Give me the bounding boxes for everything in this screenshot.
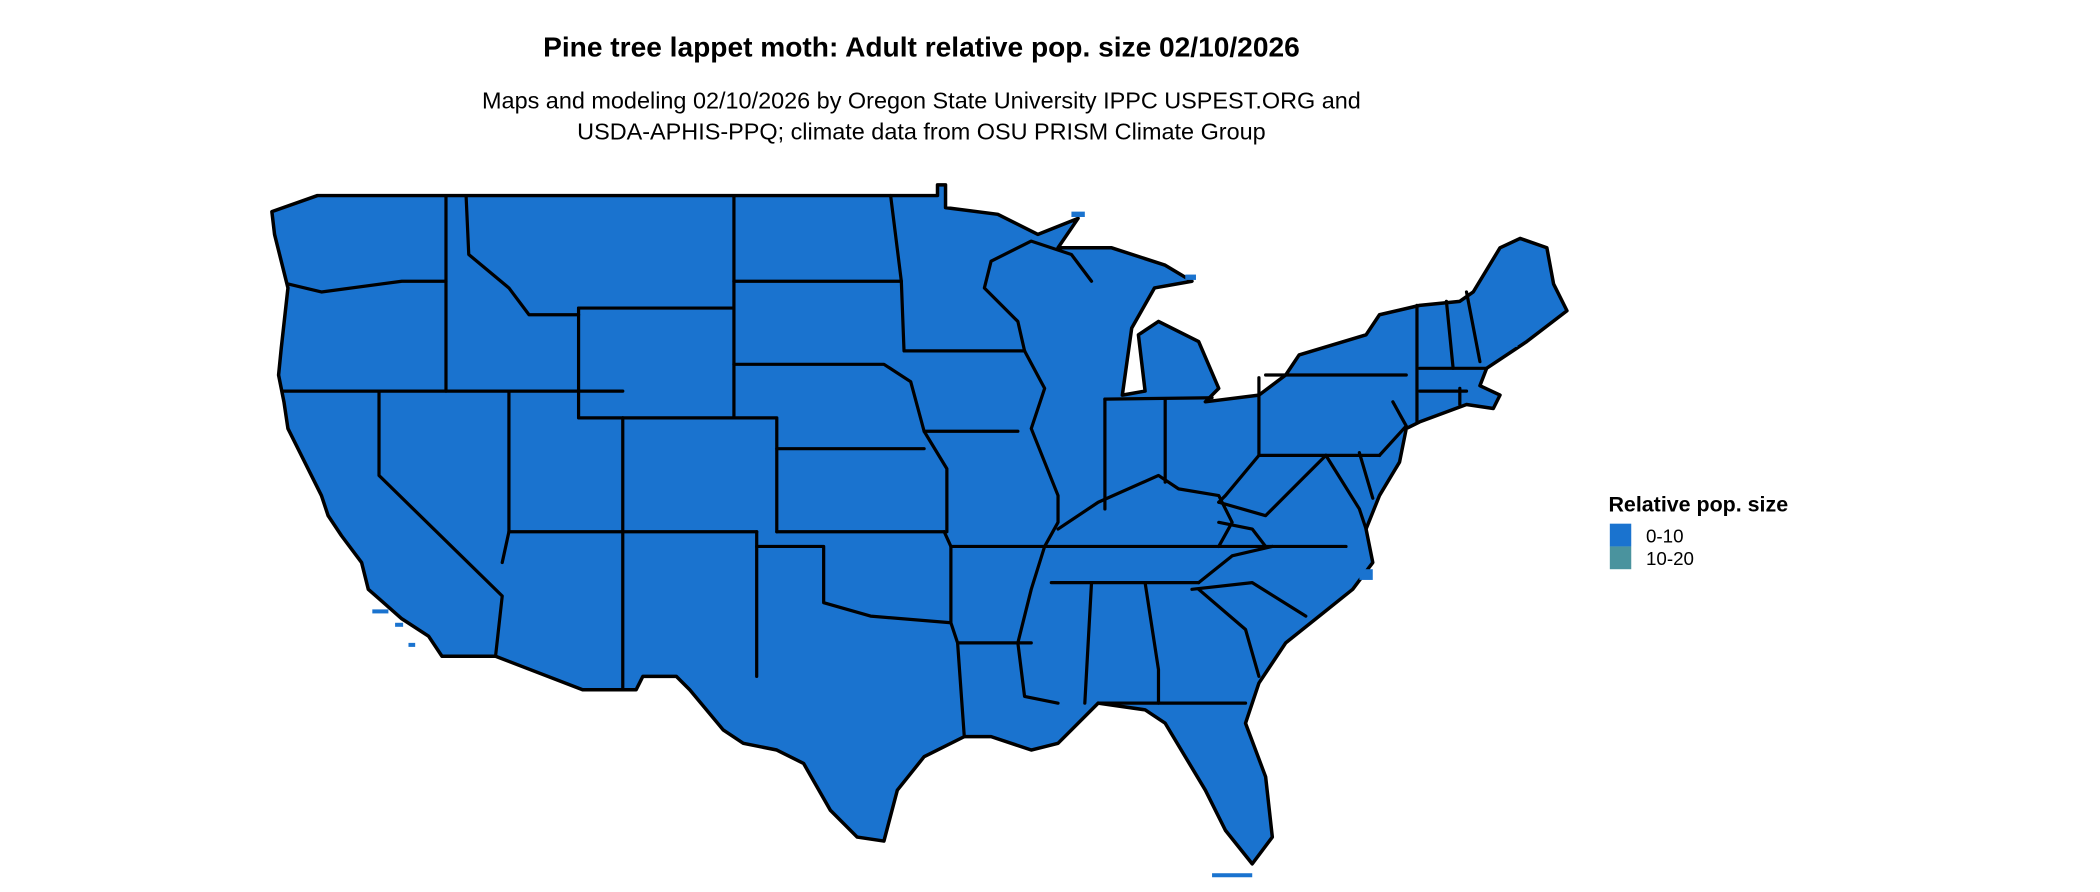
legend-label-10-20: 10-20	[1646, 548, 1694, 569]
legend-label-0-10: 0-10	[1646, 525, 1684, 546]
us-landmass	[270, 183, 1569, 866]
coastal-islands	[372, 211, 1518, 878]
legend-title: Relative pop. size	[1608, 493, 1788, 517]
state-borders	[280, 193, 1489, 739]
legend-swatch-0-10	[1609, 523, 1632, 547]
map-title: Pine tree lappet moth: Adult relative po…	[543, 31, 1300, 62]
legend-swatch-10-20	[1609, 546, 1632, 570]
subtitle-line-2: USDA-APHIS-PPQ; climate data from OSU PR…	[577, 118, 1266, 144]
legend: Relative pop. size 0-10 10-20	[1608, 493, 1788, 570]
subtitle-line-1: Maps and modeling 02/10/2026 by Oregon S…	[482, 88, 1361, 114]
us-map	[270, 183, 1569, 878]
